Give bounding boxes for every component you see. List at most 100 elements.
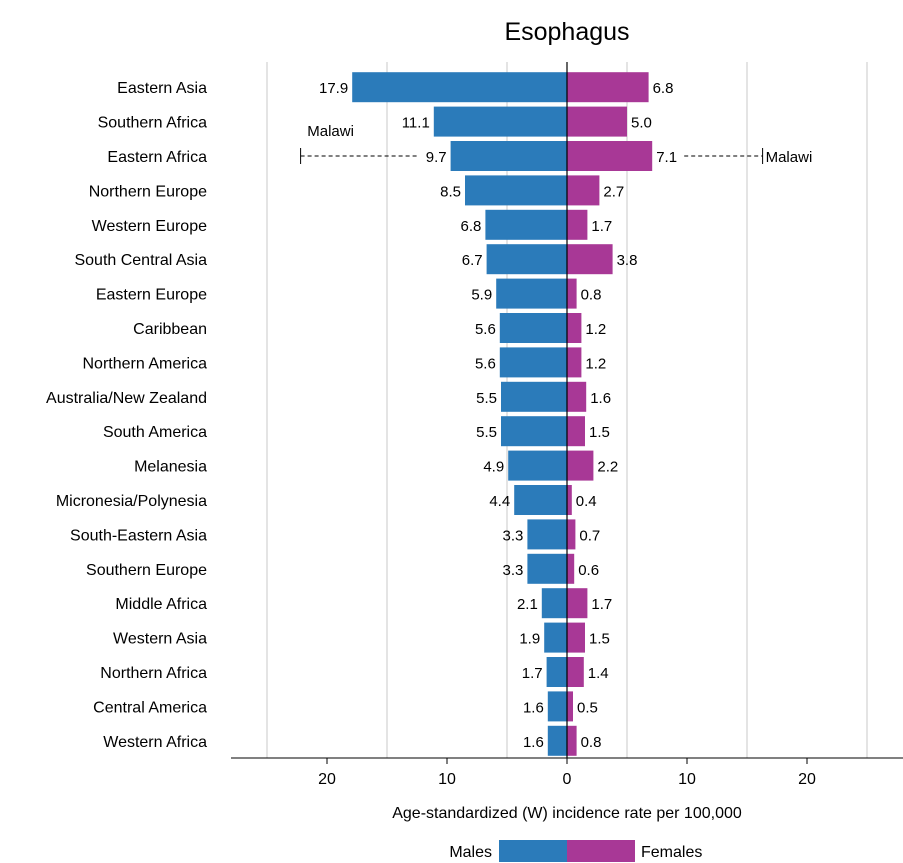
bar-females — [567, 588, 588, 619]
category-label: Northern America — [83, 355, 208, 372]
value-label-females: 0.5 — [577, 699, 598, 716]
legend: Males Females — [449, 840, 702, 862]
bar-males — [547, 725, 567, 756]
bar-females — [567, 519, 576, 550]
value-label-males: 5.6 — [475, 321, 496, 338]
category-label: Australia/New Zealand — [46, 390, 207, 407]
bar-females — [567, 657, 584, 687]
bar-males — [514, 485, 567, 515]
category-label: Northern Africa — [100, 665, 207, 682]
value-label-females: 7.1 — [656, 149, 677, 166]
value-label-males: 1.7 — [522, 665, 543, 682]
value-labels: 17.9 6.8 11.1 5.0 9.7 7.1 8.5 2.7 6.8 1.7 6.7 3.8 5.… — [319, 80, 677, 751]
bar-males — [352, 72, 567, 103]
value-label-males: 17.9 — [319, 80, 348, 97]
value-label-females: 0.8 — [581, 734, 602, 751]
value-label-females: 0.7 — [579, 527, 600, 544]
value-label-females: 2.7 — [603, 183, 624, 200]
bar-males — [527, 519, 567, 550]
category-label: South America — [103, 424, 207, 441]
value-label-females: 1.5 — [589, 424, 610, 441]
value-label-males: 4.9 — [483, 459, 504, 476]
bar-females — [567, 450, 594, 481]
bar-males — [485, 209, 567, 240]
x-axis-label: Age-standardized (W) incidence rate per … — [392, 805, 742, 822]
value-label-females: 1.2 — [585, 355, 606, 372]
annotation-label-females: Malawi — [766, 149, 813, 166]
x-tick-label: 20 — [798, 771, 816, 788]
x-tick-label: 0 — [563, 771, 572, 788]
value-label-females: 1.7 — [591, 218, 612, 235]
bar-females — [567, 485, 572, 515]
legend-swatch-females — [567, 840, 635, 862]
annotations: Malawi Malawi — [300, 123, 813, 166]
value-label-males: 5.9 — [471, 287, 492, 304]
x-axis: 20 10 0 10 20 — [231, 62, 903, 788]
category-label: Southern Europe — [86, 562, 207, 579]
legend-label-males: Males — [449, 844, 492, 861]
bar-females — [567, 175, 600, 206]
bar-females — [567, 691, 573, 722]
category-label: Eastern Africa — [107, 149, 207, 166]
category-label: Middle Africa — [115, 596, 207, 613]
value-label-males: 4.4 — [489, 493, 510, 510]
bar-males — [465, 175, 567, 206]
value-label-males: 6.8 — [461, 218, 482, 235]
bar-females — [567, 622, 585, 653]
bar-females — [567, 313, 582, 343]
bar-males — [496, 278, 567, 309]
value-label-males: 6.7 — [462, 252, 483, 269]
annotation-label-males: Malawi — [307, 123, 354, 140]
category-label: Caribbean — [133, 321, 207, 338]
bar-males — [499, 313, 567, 343]
category-label: Eastern Asia — [117, 80, 207, 97]
category-label: Western Europe — [92, 218, 207, 235]
value-label-males: 11.1 — [402, 115, 430, 132]
bar-females — [567, 416, 585, 447]
bar-females — [567, 244, 613, 275]
chart-title: Esophagus — [504, 18, 629, 46]
bar-females — [567, 106, 627, 137]
value-label-males: 5.6 — [475, 355, 496, 372]
value-label-females: 1.2 — [585, 321, 606, 338]
value-label-males: 5.5 — [476, 390, 497, 407]
category-label: South Central Asia — [74, 252, 207, 269]
bar-females — [567, 209, 588, 240]
value-label-females: 6.8 — [653, 80, 674, 97]
bar-females — [567, 278, 577, 309]
bar-females — [567, 141, 653, 171]
bar-females — [567, 553, 575, 584]
bar-females — [567, 381, 587, 412]
value-label-females: 1.7 — [591, 596, 612, 613]
value-label-males: 9.7 — [426, 149, 447, 166]
bar-females — [567, 725, 577, 756]
value-label-males: 1.6 — [523, 734, 544, 751]
bar-males — [501, 416, 567, 447]
bar-females — [567, 72, 649, 103]
category-label: Central America — [93, 699, 207, 716]
bar-females — [567, 347, 582, 378]
value-label-females: 1.5 — [589, 631, 610, 648]
bar-males — [541, 588, 567, 619]
value-label-females: 0.8 — [581, 287, 602, 304]
bars — [352, 72, 653, 756]
category-label: Western Asia — [113, 631, 207, 648]
value-label-females: 2.2 — [597, 459, 618, 476]
category-labels: Eastern Asia Southern Africa Eastern Afric… — [46, 80, 207, 751]
value-label-females: 1.6 — [590, 390, 611, 407]
bar-males — [546, 657, 567, 687]
x-tick-label: 10 — [438, 771, 456, 788]
bar-males — [508, 450, 567, 481]
value-label-females: 1.4 — [588, 665, 609, 682]
value-label-males: 1.6 — [523, 699, 544, 716]
legend-swatch-males — [499, 840, 567, 862]
x-tick-label: 20 — [318, 771, 336, 788]
value-label-females: 3.8 — [617, 252, 638, 269]
bar-males — [501, 381, 567, 412]
value-label-females: 0.6 — [578, 562, 599, 579]
value-label-females: 0.4 — [576, 493, 597, 510]
value-label-males: 3.3 — [503, 527, 524, 544]
category-label: Northern Europe — [89, 183, 207, 200]
value-label-males: 1.9 — [519, 631, 540, 648]
